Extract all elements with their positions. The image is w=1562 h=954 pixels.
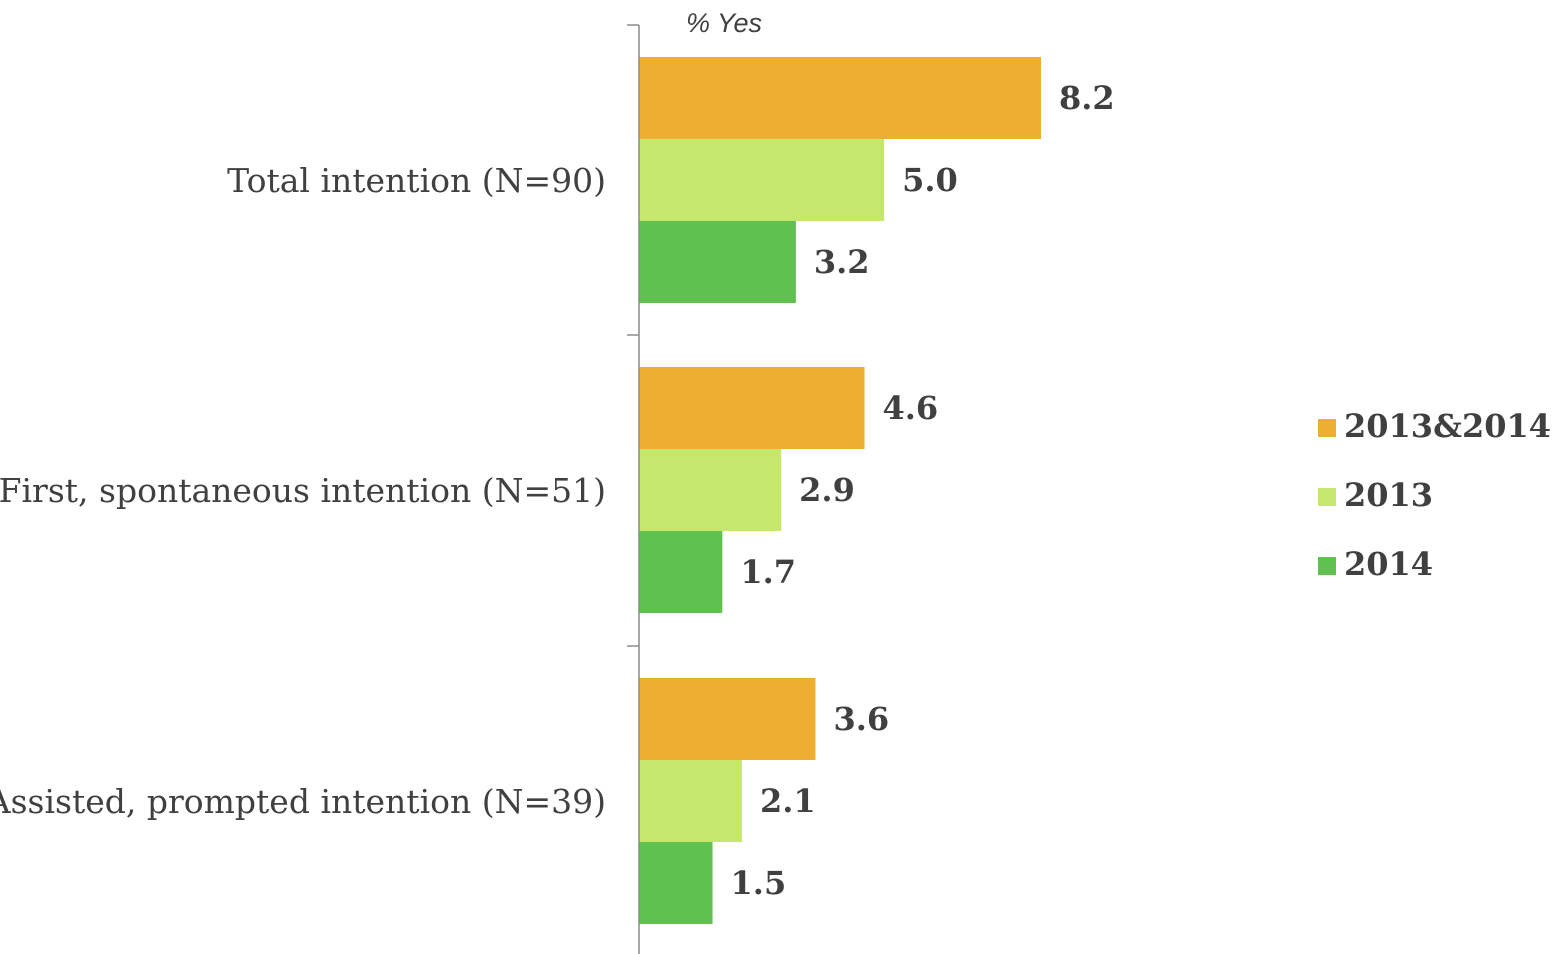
value-label-2013-cat-0: 5.0 [902,161,958,199]
bars-group: 8.2 5.0 3.2 4.6 2.9 1.7 3.6 2.1 1.5 [639,57,1115,924]
category-axis [627,24,640,954]
bar-2013-cat-0 [639,139,885,221]
value-label-2013-2014-cat-1: 4.6 [883,389,939,427]
legend-label-2013: 2013 [1344,476,1433,514]
unit-label: % Yes [686,8,762,38]
legend-swatch-2013 [1318,488,1336,506]
bar-2014-cat-1 [639,531,723,613]
bar-2014-cat-0 [639,221,796,303]
bar-2013-2014-cat-0 [639,57,1041,139]
category-label-1: First, spontaneous intention (N=51) [0,471,606,510]
bar-2013-cat-2 [639,760,742,842]
category-label-2: Assisted, prompted intention (N=39) [0,782,606,821]
value-label-2014-cat-2: 1.5 [731,864,787,902]
legend-swatch-2014 [1318,557,1336,575]
value-label-2013-2014-cat-0: 8.2 [1059,79,1115,117]
legend: 2013&2014 2013 2014 [1318,407,1551,583]
value-label-2013-cat-1: 2.9 [799,471,855,509]
value-label-2014-cat-1: 1.7 [740,553,796,591]
bar-2013-2014-cat-2 [639,678,816,760]
bar-2013-cat-1 [639,449,782,531]
legend-label-2014: 2014 [1344,545,1433,583]
value-label-2013-2014-cat-2: 3.6 [833,700,889,738]
legend-swatch-2013-2014 [1318,419,1336,437]
bar-2014-cat-2 [639,842,713,924]
category-label-0: Total intention (N=90) [227,161,606,200]
category-labels: Total intention (N=90) First, spontaneous… [0,161,606,821]
bar-2013-2014-cat-1 [639,367,865,449]
legend-label-2013-2014: 2013&2014 [1344,407,1551,445]
value-label-2014-cat-0: 3.2 [814,243,870,281]
value-label-2013-cat-2: 2.1 [760,782,816,820]
